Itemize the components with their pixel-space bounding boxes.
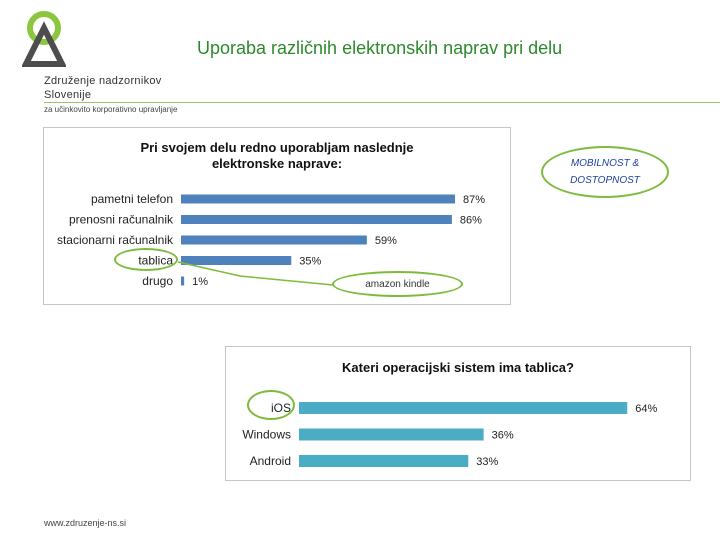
ios-highlight-ring [247,390,295,420]
org-name: Združenje nadzornikov Slovenije [44,74,162,102]
devices-value-label-stacionarni-ra-unalnik: 59% [375,235,397,247]
tablet-os-category-label-android: Android [250,454,291,468]
org-tagline: za učinkovito korporativno upravljanje [44,105,178,114]
devices-category-label-pametni-telefon: pametni telefon [91,192,173,206]
tablica-highlight-ring [114,248,178,271]
devices-value-label-tablica: 35% [299,256,321,268]
tablet-os-chart-plot: iOS 64%Windows 36%Android 33% [242,401,657,468]
devices-value-label-prenosni-ra-unalnik: 86% [460,215,482,227]
tablet-os-value-label-android: 33% [476,456,498,468]
tablet-os-bar-windows [299,428,484,441]
devices-value-label-drugo: 1% [192,276,208,288]
header-divider [44,102,720,103]
devices-chart-title: Pri svojem delu redno uporabljam nasledn… [140,140,414,171]
devices-bar-drugo [181,276,185,286]
devices-category-label-stacionarni-ra-unalnik: stacionarni računalnik [57,233,174,247]
devices-bar-stacionarni-ra-unalnik [181,235,367,245]
tablet-os-value-label-ios: 64% [635,403,657,415]
mobility-callout: MOBILNOST & DOSTOPNOST [541,146,669,198]
devices-category-label-drugo: drugo [142,274,173,288]
tablet-os-bar-ios [299,402,628,414]
devices-bar-prenosni-ra-unalnik [181,215,452,224]
org-name-line1: Združenje nadzornikov [44,75,162,87]
kindle-callout: amazon kindle [332,271,463,297]
devices-bar-pametni-telefon [181,194,456,204]
tablet-os-bar-android [299,455,469,467]
devices-category-label-prenosni-ra-unalnik: prenosni računalnik [69,213,174,227]
footer-url[interactable]: www.zdruzenje-ns.si [44,518,127,528]
logo-icon [22,11,66,67]
devices-bar-tablica [181,256,292,265]
devices-value-label-pametni-telefon: 87% [463,194,485,206]
tablet-os-value-label-windows: 36% [492,430,514,442]
org-name-line2: Slovenije [44,89,92,101]
slide-title: Uporaba različnih elektronskih naprav pr… [197,38,563,58]
tablet-os-category-label-windows: Windows [242,428,291,442]
tablet-os-chart-title: Kateri operacijski sistem ima tablica? [342,360,574,375]
tablet-os-chart: Kateri operacijski sistem ima tablica? i… [225,346,691,481]
devices-chart-plot: pametni telefon 87% prenosni računalnik 86%… [57,192,485,288]
